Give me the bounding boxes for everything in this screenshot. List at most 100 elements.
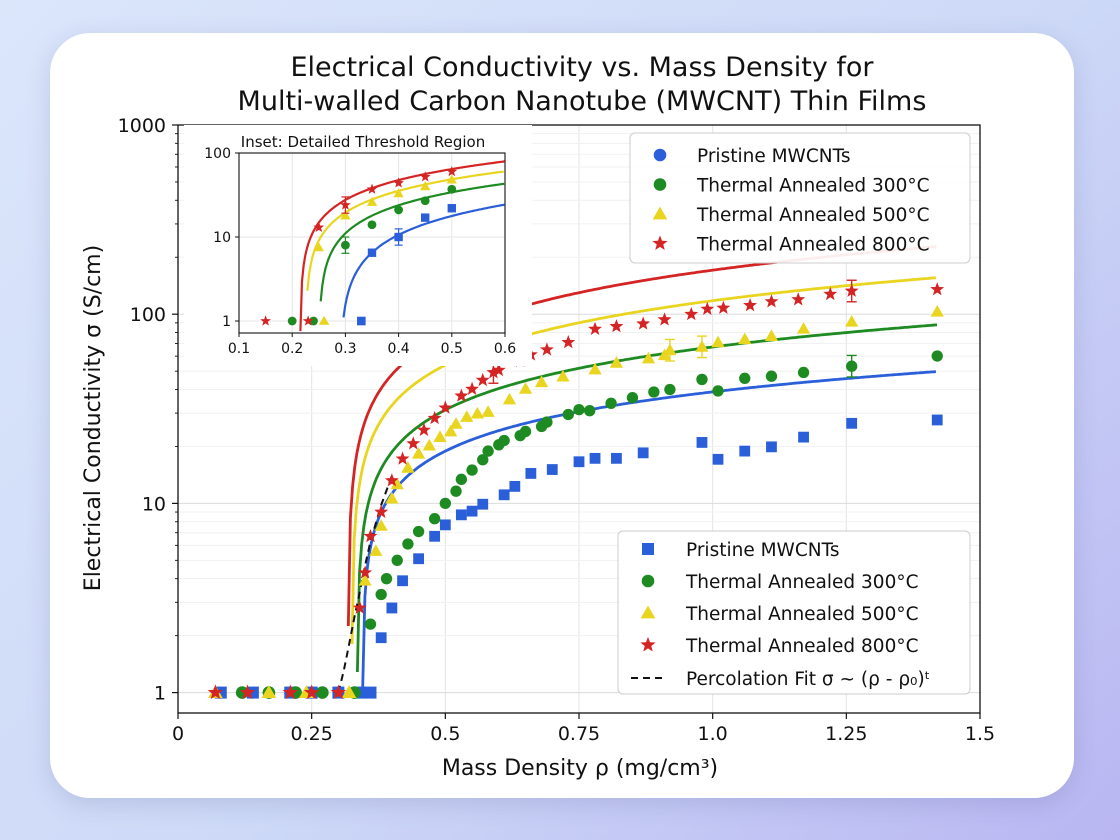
data-point: [475, 372, 490, 387]
y-tick-label: 1000: [118, 115, 166, 137]
inset-x-tick-label: 0.1: [228, 341, 250, 357]
data-point: [764, 294, 779, 308]
legend-lower: Pristine MWCNTs Thermal Annealed 300°C The…: [617, 530, 971, 695]
data-point: [509, 480, 521, 492]
data-point: [696, 373, 708, 386]
data-point: [636, 316, 651, 330]
inset-data-point: [340, 210, 351, 220]
inset-point-below-threshold: [309, 316, 318, 326]
data-point: [397, 575, 408, 587]
data-point: [743, 298, 758, 312]
data-point: [696, 437, 708, 448]
inset-data-point: [447, 204, 456, 213]
inset-y-tick-label: 100: [204, 146, 231, 162]
data-point: [573, 456, 585, 468]
data-point: [465, 381, 479, 395]
inset-data-point: [313, 221, 325, 233]
inset-x-tick-label: 0.3: [334, 341, 356, 357]
data-point: [534, 375, 549, 388]
inset-data-point: [421, 213, 430, 222]
inset-data-point: [313, 242, 324, 252]
data-point: [700, 301, 715, 315]
data-point: [845, 315, 859, 327]
data-point: [439, 519, 451, 531]
data-point: [477, 498, 489, 510]
data-point: [411, 446, 426, 459]
inset-y-tick-label: 1: [222, 314, 231, 330]
data-point: [374, 519, 388, 531]
data-point: [384, 473, 399, 487]
data-point: [711, 335, 725, 348]
data-point-below-threshold: [341, 685, 357, 698]
data-point: [466, 505, 478, 517]
inset-data-point: [446, 174, 457, 184]
data-point: [764, 329, 779, 341]
data-point: [766, 441, 777, 453]
data-point-below-threshold: [261, 685, 277, 698]
data-point: [380, 573, 393, 585]
data-point: [470, 406, 485, 419]
data-point: [390, 477, 404, 490]
data-point: [477, 454, 489, 466]
inset-x-tick-label: 0.6: [494, 341, 516, 357]
data-point: [429, 530, 441, 542]
legend-lower-box: [617, 530, 971, 695]
legend-lower-marker: [642, 543, 654, 555]
data-point-below-threshold: [303, 684, 320, 700]
data-point: [498, 489, 510, 501]
inset-x-tick-label: 0.5: [441, 341, 463, 357]
data-point: [402, 538, 414, 550]
data-point: [406, 436, 421, 450]
data-point: [428, 513, 441, 525]
data-point: [466, 464, 478, 476]
inset-x-tick-label: 0.4: [387, 341, 409, 357]
data-point: [375, 632, 387, 644]
data-point: [454, 388, 469, 402]
y-tick-label: 1: [154, 683, 166, 705]
data-point: [716, 300, 731, 314]
data-point: [765, 370, 778, 382]
data-point: [561, 335, 576, 349]
data-point: [797, 366, 810, 379]
data-point: [712, 385, 724, 397]
data-point: [519, 425, 532, 438]
data-point: [648, 386, 660, 398]
inset-fit-curve: [306, 170, 504, 291]
legend-lower-label: Thermal Annealed 800°C: [685, 636, 919, 657]
legend-upper-marker: [653, 178, 667, 191]
data-point: [605, 397, 617, 409]
x-tick-label: 1.25: [825, 723, 867, 745]
x-tick-label: 1.0: [698, 723, 728, 745]
data-point: [796, 322, 811, 334]
data-point: [455, 509, 467, 521]
data-point-below-threshold: [330, 684, 347, 700]
inset-y-tick-label: 10: [213, 230, 231, 246]
data-point-below-threshold: [239, 684, 256, 700]
data-point: [626, 392, 639, 404]
data-point: [427, 410, 442, 425]
data-point: [791, 292, 806, 306]
legend-upper-marker: [652, 235, 668, 251]
inset-data-point: [447, 184, 457, 194]
data-point-below-threshold: [316, 686, 329, 699]
x-tick-label: 1.5: [965, 723, 995, 745]
data-point: [455, 473, 468, 486]
percolation-fit-line: [337, 475, 393, 693]
data-point: [385, 491, 399, 504]
data-point: [481, 405, 495, 417]
data-point-below-threshold: [364, 686, 377, 699]
legend-lower-label: Thermal Annealed 300°C: [685, 572, 919, 593]
data-point: [657, 312, 672, 326]
data-point: [556, 369, 570, 382]
inset-data-point: [366, 196, 378, 206]
legend-fit-label: Percolation Fit σ ~ (ρ - ρ₀)ᵗ: [686, 669, 930, 690]
data-point: [930, 282, 945, 296]
data-point: [352, 600, 367, 614]
inset-point-below-threshold: [260, 315, 271, 326]
x-tick-label: 0: [172, 723, 184, 745]
data-point: [573, 403, 585, 416]
legend-upper: Pristine MWCNTs Thermal Annealed 300°C The…: [629, 132, 971, 264]
data-point: [541, 416, 553, 428]
y-tick-label: 100: [130, 304, 166, 326]
inset-data-point: [366, 183, 378, 194]
